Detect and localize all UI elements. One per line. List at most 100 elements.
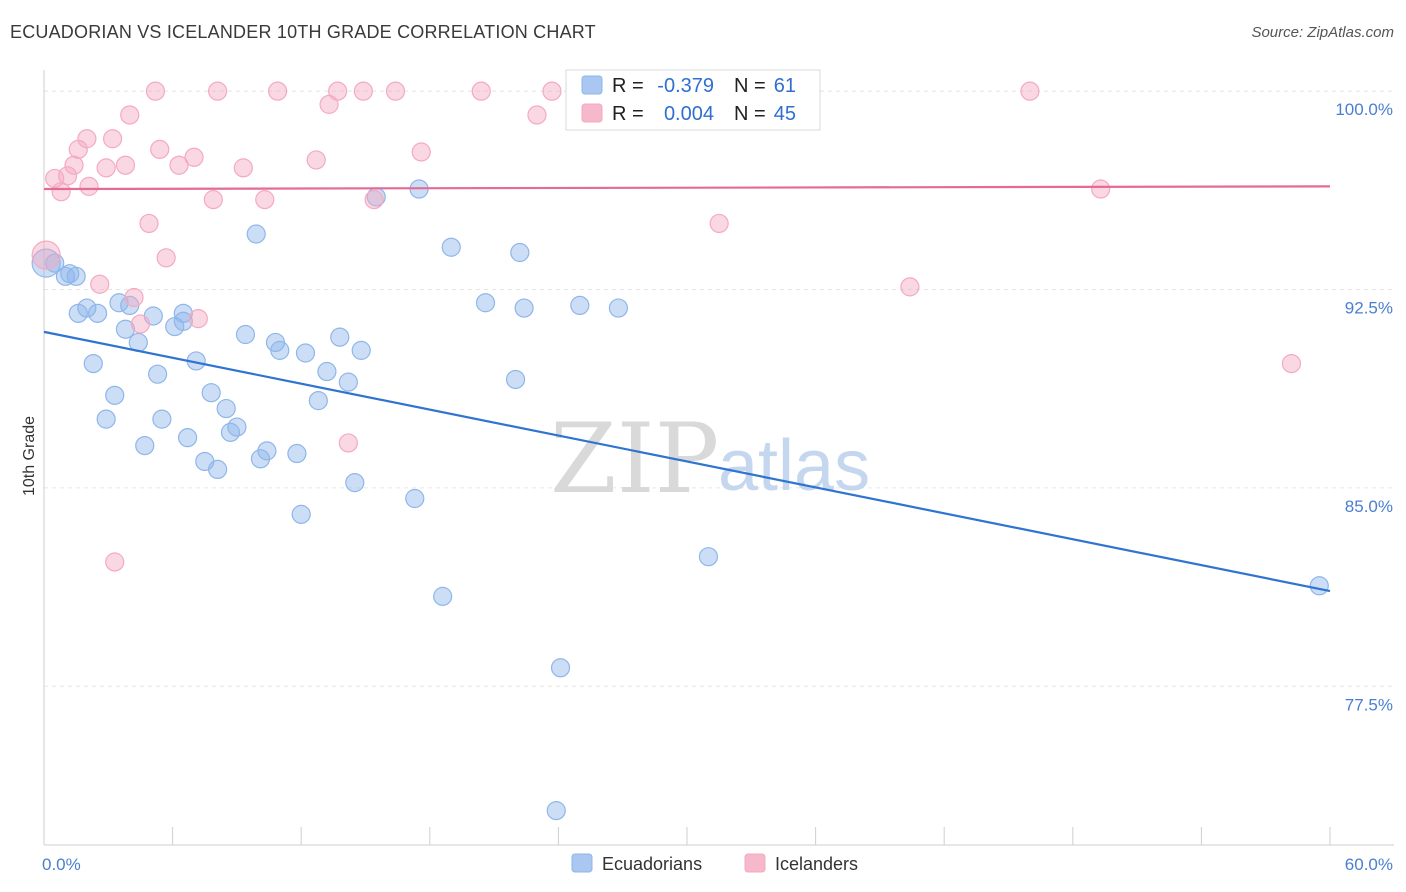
ecuadorian-point [178,428,198,448]
ecuadorian-point [291,504,311,524]
legend-swatch [581,103,603,123]
ecuadorian-point [510,242,530,263]
x-tick-label-min: 0.0% [42,855,81,874]
chart-title: ECUADORIAN VS ICELANDER 10TH GRADE CORRE… [10,22,596,42]
ecuadorian-point [317,361,337,382]
axes [43,70,1394,846]
icelander-point [208,81,228,101]
legend-stats: R = -0.379 N = 61 R = 0.004 N = 45 [565,69,821,131]
watermark-zip: ZIP [550,403,719,515]
trend-lines [43,185,1331,593]
icelander-point [150,139,170,159]
icelander-point [255,190,275,210]
ecuadorian-point [96,409,116,429]
ecuadorian-point [257,441,277,461]
x-tick-labels: 0.0% 60.0% [42,855,1393,874]
icelander-point [1020,81,1040,101]
icelander-point [139,213,159,234]
ecuadorian-point [270,340,290,360]
ecuadorian-point [330,327,350,347]
ecuadorian-point [147,364,168,384]
y-tick-labels: 100.0% 92.5% 85.0% 77.5% [1335,100,1393,714]
y-tick-label: 77.5% [1345,695,1393,714]
legend-n-label: N = [734,75,766,97]
icelander-point [130,314,151,334]
icelander-point [328,81,348,101]
icelander-point [353,81,373,101]
icelander-point [96,158,116,178]
icelander-point [31,240,61,270]
icelander-point [57,166,78,186]
legend-series-label: Icelanders [775,854,858,874]
ecuadorian-point [441,237,461,257]
icelander-point [124,287,144,308]
icelander-point [184,147,204,167]
ecuadorian-point [308,391,328,411]
ecuadorian-point [1309,576,1329,596]
ecuadorian-point [105,385,125,405]
ecuadorian-point [608,298,629,318]
icelander-point [268,81,288,101]
ecuadorian-point [115,319,136,339]
legend-n-value: 61 [774,75,796,97]
icelander-trend-line [43,185,1331,191]
icelander-point [203,190,223,210]
icelander-point [1091,179,1111,199]
ecuadorian-point [295,343,316,363]
icelander-point [364,190,384,210]
icelander-point [709,213,729,234]
legend-swatch [581,75,603,95]
legend-series-label: Ecuadorians [602,854,702,874]
data-points [31,81,1329,821]
icelander-point [115,155,136,175]
y-tick-label: 100.0% [1335,100,1393,119]
ecuadorian-point [235,324,256,345]
legend-series-swatch [744,853,766,873]
icelander-point [233,158,253,178]
icelander-point [169,155,189,175]
icelander-point [77,129,97,149]
ecuadorian-point [287,443,307,464]
ecuadorian-point [87,303,108,323]
icelander-point [145,81,166,101]
y-tick-label: 92.5% [1345,299,1393,318]
ecuadorian-trend-line [43,330,1331,593]
ecuadorian-point [550,658,571,678]
icelander-point [527,105,547,125]
ecuadorian-point [345,473,365,493]
icelander-point [542,81,562,101]
watermark: ZIP atlas [550,403,870,515]
ecuadorian-point [433,586,453,606]
ecuadorian-point [546,801,566,821]
ecuadorian-point [505,369,526,390]
legend-n-value: 45 [774,103,796,125]
icelander-point [79,176,99,196]
legend-r-value: -0.379 [657,75,714,97]
ecuadorian-point [338,372,358,392]
ecuadorian-point [83,354,103,374]
ecuadorian-point [173,311,193,331]
ecuadorian-point [173,303,193,323]
icelander-point [411,142,431,162]
chart-source: Source: ZipAtlas.com [1251,24,1394,41]
ecuadorian-point [152,409,172,429]
ecuadorian-point [66,266,86,286]
legend-series-swatch [571,853,593,873]
ecuadorian-point [135,435,155,456]
grid-lines [44,90,1394,687]
ecuadorian-point [201,383,221,403]
ecuadorian-point [208,459,228,480]
ecuadorian-point [514,298,534,318]
ecuadorian-point [216,398,236,419]
legend-r-label: R = [612,75,644,97]
icelander-point [188,309,208,329]
ecuadorian-point [405,488,425,509]
icelander-point [306,150,326,170]
ecuadorian-point [246,224,266,244]
icelander-point [900,277,920,297]
icelander-point [90,274,110,294]
icelander-point [120,105,140,125]
icelander-point [338,433,358,453]
legend-r-label: R = [612,103,644,125]
